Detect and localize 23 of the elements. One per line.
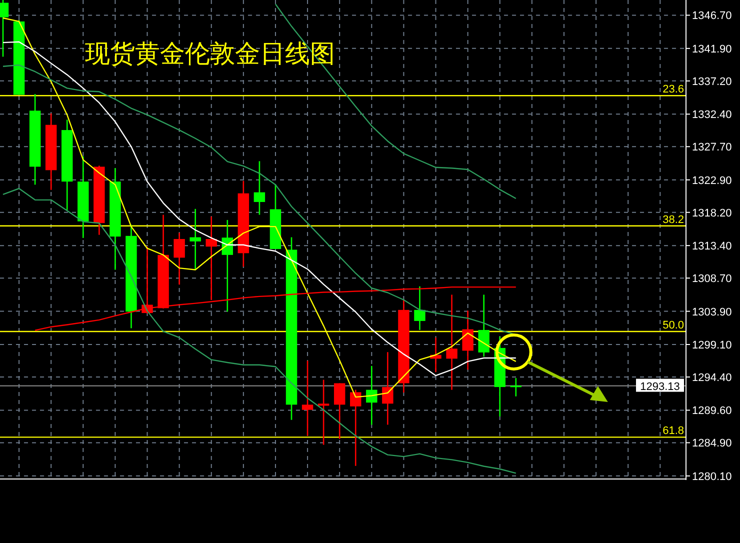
ref-line-label: 1293.13 [640, 380, 680, 393]
annotation: 50.0 [662, 319, 684, 332]
y-tick-label: 1299.10 [692, 339, 732, 352]
annotation: 23.6 [662, 84, 684, 96]
y-tick-label: 1327.70 [692, 142, 732, 154]
y-tick-label: 1303.90 [692, 306, 732, 318]
y-tick-label: 1341.90 [692, 43, 732, 56]
text: 现货黄金伦敦金日线图 [85, 40, 335, 68]
y-tick-label: 1289.60 [692, 405, 732, 418]
y-tick-label: 1318.20 [692, 207, 732, 220]
y-tick-label: 1284.90 [692, 438, 732, 450]
annotation: 61.8 [662, 425, 684, 438]
y-tick-label: 1346.70 [692, 10, 732, 22]
annotation: 38.2 [662, 214, 684, 226]
y-tick-label: 1332.40 [692, 109, 732, 122]
line-series [2, 188, 516, 474]
y-tick-label: 1313.40 [692, 240, 732, 253]
line-series [34, 286, 516, 331]
y-tick-label: 1308.70 [692, 273, 732, 286]
y-tick-label: 1322.90 [692, 174, 732, 187]
y-tick-label: 1337.20 [692, 76, 732, 88]
y-tick-label: 1294.40 [692, 372, 732, 384]
y-tick-label: 1280.10 [692, 470, 732, 483]
